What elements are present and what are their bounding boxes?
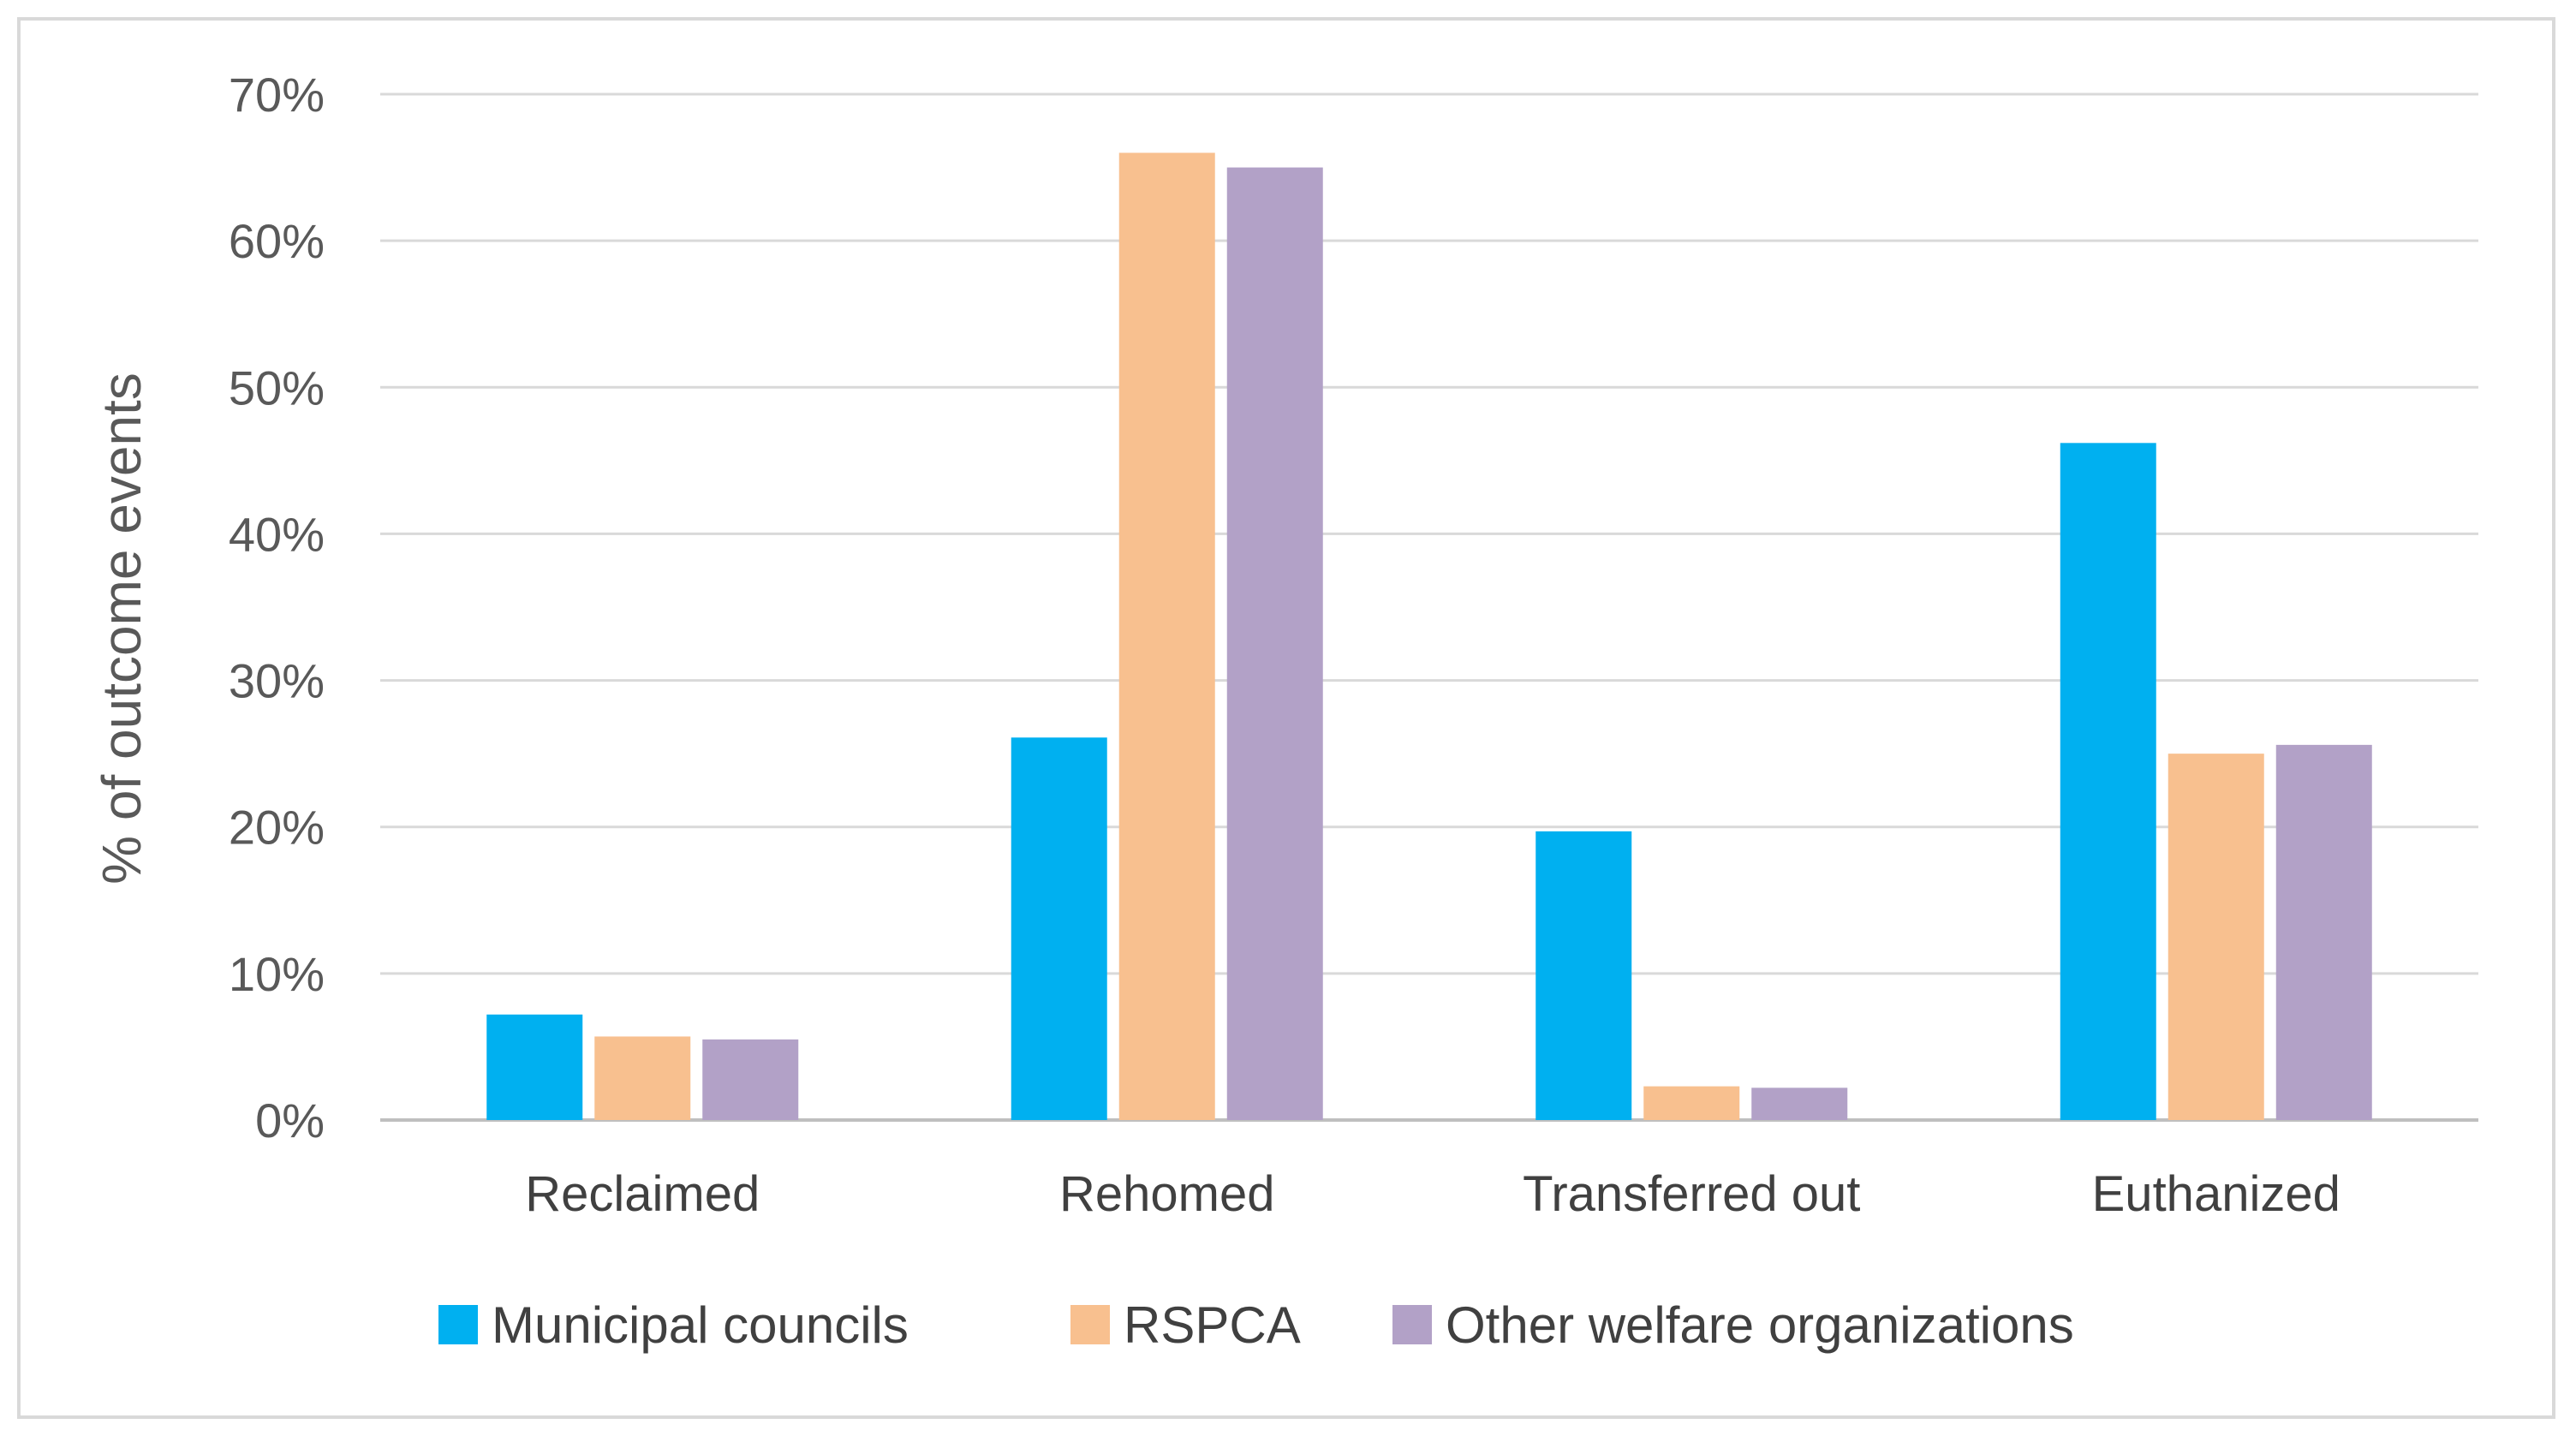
y-tick-label: 30% — [229, 654, 325, 708]
legend-swatch — [1070, 1305, 1110, 1344]
bars — [486, 152, 2372, 1121]
legend-item: RSPCA — [1070, 1296, 1301, 1354]
legend-swatch — [1392, 1305, 1432, 1344]
bar-municipal-councils-reclaimed — [486, 1014, 583, 1120]
x-category-label: Euthanized — [2092, 1166, 2340, 1222]
x-category-label: Reclaimed — [525, 1166, 760, 1222]
legend-item: Municipal councils — [438, 1296, 909, 1354]
y-tick-label: 50% — [229, 360, 325, 414]
x-axis-categories: Reclaimed Rehomed Transferred out Euthanize… — [525, 1166, 2340, 1222]
legend-label: Municipal councils — [492, 1296, 909, 1354]
y-tick-label: 70% — [229, 68, 325, 122]
bar-other-welfare-organizations-euthanized — [2275, 744, 2372, 1120]
x-category-label: Rehomed — [1059, 1166, 1274, 1222]
chart-frame: 0% 10% 20% 30% 40% 50% 60% 70% Reclaimed Rehomed… — [17, 17, 2555, 1419]
bar-municipal-councils-transferred-out — [1535, 831, 1632, 1120]
y-tick-label: 60% — [229, 214, 325, 268]
bar-rspca-reclaimed — [594, 1036, 691, 1120]
y-axis-ticks: 0% 10% 20% 30% 40% 50% 60% 70% — [229, 68, 325, 1147]
bar-rspca-euthanized — [2168, 754, 2264, 1120]
bar-rspca-rehomed — [1118, 152, 1215, 1120]
bar-municipal-councils-euthanized — [2060, 443, 2156, 1120]
legend: Municipal councils RSPCA Other welfare org… — [438, 1296, 2074, 1354]
gridlines — [380, 92, 2478, 1122]
legend-swatch — [438, 1305, 478, 1344]
bar-other-welfare-organizations-reclaimed — [702, 1039, 799, 1120]
y-tick-label: 40% — [229, 507, 325, 561]
bar-rspca-transferred-out — [1643, 1086, 1740, 1120]
legend-label: Other welfare organizations — [1446, 1296, 2074, 1354]
y-axis-title: % of outcome events — [91, 372, 152, 885]
y-tick-label: 0% — [255, 1093, 325, 1147]
x-category-label: Transferred out — [1523, 1166, 1860, 1222]
bar-other-welfare-organizations-rehomed — [1226, 167, 1323, 1121]
bar-other-welfare-organizations-transferred-out — [1751, 1087, 1848, 1120]
legend-item: Other welfare organizations — [1392, 1296, 2074, 1354]
legend-label: RSPCA — [1124, 1296, 1301, 1354]
y-tick-label: 20% — [229, 801, 325, 855]
bar-municipal-councils-rehomed — [1011, 737, 1107, 1120]
bar-chart: 0% 10% 20% 30% 40% 50% 60% 70% Reclaimed Rehomed… — [91, 68, 2478, 1354]
y-tick-label: 10% — [229, 947, 325, 1001]
